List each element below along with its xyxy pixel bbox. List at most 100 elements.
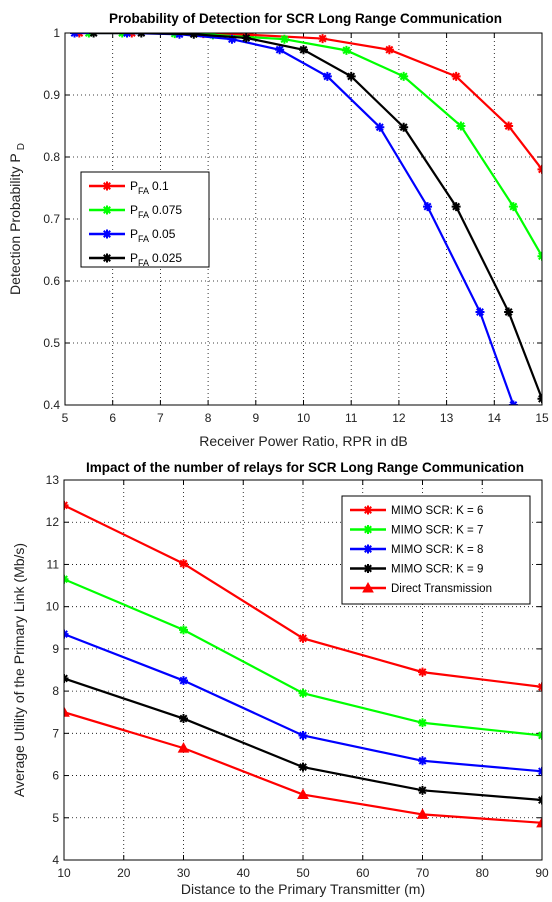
y-tick-label: 0.4	[43, 398, 60, 412]
data-point	[416, 808, 429, 819]
y-axis-label: Average Utility of the Primary Link (Mb/…	[11, 543, 27, 797]
chart-title: Probability of Detection for SCR Long Ra…	[109, 11, 502, 26]
legend-label-subscript: FA	[138, 186, 149, 196]
x-axis-label: Receiver Power Ratio, RPR in dB	[199, 433, 408, 449]
legend-label-value: 0.025	[152, 251, 182, 265]
legend-swatch-marker	[363, 525, 373, 534]
y-tick-label: 0.7	[43, 212, 60, 226]
data-point	[399, 71, 409, 81]
x-tick-label: 80	[476, 866, 490, 880]
series-5	[64, 706, 542, 828]
chart-2: Impact of the number of relays for SCR L…	[11, 460, 549, 897]
x-tick-label: 60	[356, 866, 370, 880]
legend-swatch-marker	[362, 581, 374, 593]
x-tick-label: 8	[205, 411, 212, 425]
data-point	[322, 71, 332, 81]
legend-swatch-marker	[102, 181, 112, 191]
data-point	[346, 71, 356, 81]
legend-label-subscript: FA	[138, 210, 149, 220]
x-tick-label: 15	[535, 411, 549, 425]
y-tick-label: 0.8	[43, 150, 60, 164]
data-point	[227, 34, 237, 44]
x-tick-label: 6	[109, 411, 116, 425]
legend: MIMO SCR: K = 6 MIMO SCR: K = 7 MIMO SCR: …	[341, 495, 531, 605]
chart-1: Probability of Detection for SCR Long Ra…	[7, 11, 549, 449]
y-tick-label: 0.5	[43, 336, 60, 350]
legend-swatch-marker	[102, 205, 112, 215]
x-tick-label: 70	[416, 866, 430, 880]
x-tick-label: 9	[252, 411, 259, 425]
axes-frame	[63, 479, 543, 861]
legend-label-subscript: FA	[138, 258, 149, 268]
y-axis-label-subscript: D	[16, 143, 27, 150]
legend-swatch-marker	[363, 505, 373, 515]
y-tick-label: 6	[52, 769, 59, 783]
data-point	[508, 202, 518, 212]
data-point	[241, 33, 251, 43]
legend-label-value: 0.1	[152, 179, 169, 193]
grid	[63, 479, 543, 861]
x-tick-label: 30	[177, 866, 191, 880]
legend-label: MIMO SCR: K = 6	[391, 505, 483, 517]
legend-label: MIMO SCR: K = 8	[391, 544, 483, 556]
x-tick-label: 10	[57, 866, 71, 880]
legend-label: Direct Transmission	[391, 583, 492, 595]
data-point	[456, 121, 466, 131]
legend-swatch-marker	[363, 564, 373, 573]
legend-label: MIMO SCR: K = 9	[391, 564, 483, 576]
x-tick-label: 40	[237, 866, 251, 880]
data-point	[275, 45, 285, 55]
data-point	[504, 121, 514, 131]
series-2	[64, 574, 542, 740]
data-point	[179, 676, 188, 686]
series-1	[64, 500, 542, 692]
data-point	[298, 688, 308, 698]
legend-swatch-marker	[102, 253, 112, 263]
data-point	[298, 730, 308, 740]
legend-label: MIMO SCR: K = 7	[391, 525, 483, 537]
axes-frame	[64, 32, 543, 406]
x-tick-label: 14	[488, 411, 502, 425]
series-line	[93, 33, 542, 400]
x-tick-label: 11	[345, 411, 358, 425]
y-tick-label: 12	[46, 515, 60, 529]
series-4	[89, 33, 542, 404]
data-point	[418, 718, 427, 728]
legend-label-subscript: FA	[138, 234, 149, 244]
y-tick-label: 0.6	[43, 274, 60, 288]
data-point	[418, 667, 427, 677]
data-point	[279, 34, 289, 44]
y-tick-label: 11	[47, 557, 60, 571]
data-point	[297, 788, 309, 800]
data-point	[384, 45, 394, 55]
legend-swatch-marker	[363, 544, 373, 554]
y-tick-label: 5	[52, 811, 59, 825]
legend-swatch-marker	[102, 229, 112, 239]
series-4	[64, 673, 542, 805]
data-point	[418, 785, 427, 795]
x-tick-label: 13	[440, 411, 454, 425]
x-tick-label: 7	[157, 411, 164, 425]
data-point	[504, 307, 514, 317]
y-tick-label: 13	[46, 473, 60, 487]
data-point	[399, 122, 409, 132]
y-tick-label: 4	[52, 853, 59, 867]
data-point	[298, 762, 308, 772]
data-point	[341, 45, 351, 55]
y-tick-label: 8	[52, 684, 59, 698]
data-point	[475, 307, 485, 317]
data-point	[536, 816, 542, 828]
y-tick-label: 9	[52, 642, 59, 656]
data-point	[246, 33, 256, 40]
y-tick-label: 7	[52, 726, 59, 740]
chart-title: Impact of the number of relays for SCR L…	[86, 460, 524, 475]
y-tick-label: 10	[46, 600, 60, 614]
legend-label-value: 0.075	[152, 203, 182, 217]
legend-box	[80, 171, 210, 268]
data-point	[179, 714, 188, 724]
legend-label-value: 0.05	[152, 227, 176, 241]
data-point	[189, 33, 199, 39]
data-point	[64, 706, 70, 717]
